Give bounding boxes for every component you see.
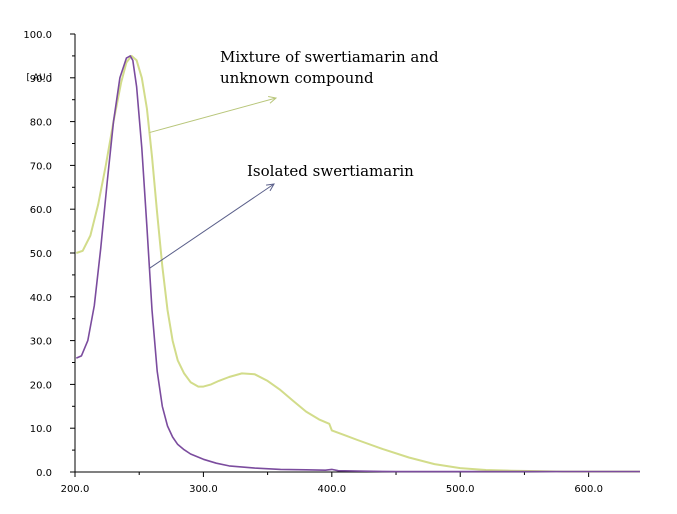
y-tick-label: 50.0 [30, 249, 52, 260]
y-tick-label: 0.0 [36, 468, 52, 479]
x-tick-label: 600.0 [574, 484, 603, 495]
y-tick-label: 90.0 [30, 74, 52, 85]
annotation-arrowhead [266, 183, 275, 192]
series-lines [75, 54, 640, 473]
annotation-label: unknown compound [220, 69, 374, 87]
y-tick-label: 60.0 [30, 205, 52, 216]
annotation-arrow [149, 97, 277, 134]
y-tick-label: 80.0 [30, 118, 52, 129]
annotation-label: Mixture of swertiamarin and [220, 48, 439, 66]
x-tick-label: 300.0 [189, 484, 218, 495]
x-tick-label: 400.0 [317, 484, 346, 495]
annotation-arrow [149, 183, 275, 269]
annotation-label: Isolated swertiamarin [247, 162, 414, 180]
y-axis-unit-label: [ AU ] [27, 73, 53, 83]
x-tick-label: 500.0 [446, 484, 475, 495]
annotations: Mixture of swertiamarin and unknown compo… [149, 48, 439, 269]
annotation-arrowhead [268, 96, 278, 104]
series-line-1 [75, 54, 640, 473]
y-tick-label: 100.0 [23, 30, 52, 41]
axes: 0.0 10.0 20.0 30.0 40.0 50.0 60.0 70.0 80.0 90.0 1… [23, 30, 640, 495]
x-tick-label: 200.0 [61, 484, 90, 495]
y-tick-label: 10.0 [30, 424, 52, 435]
y-tick-label: 30.0 [30, 337, 52, 348]
y-tick-label: 20.0 [30, 380, 52, 391]
series-line-2 [75, 55, 640, 473]
y-tick-label: 70.0 [30, 161, 52, 172]
y-tick-label: 40.0 [30, 293, 52, 304]
